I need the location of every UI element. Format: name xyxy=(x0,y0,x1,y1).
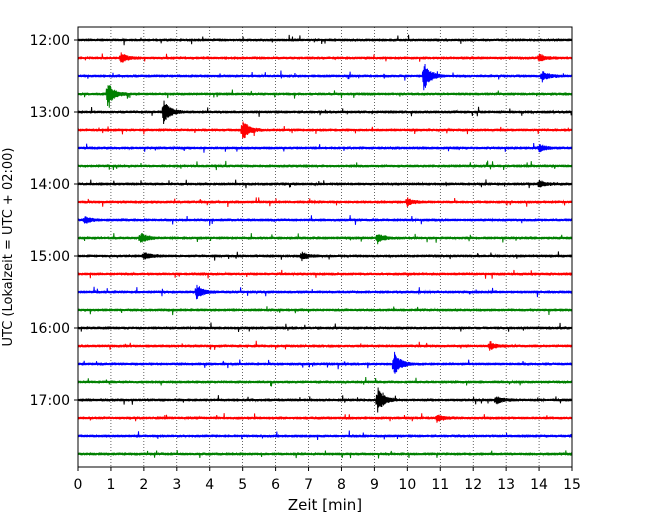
minute-gridlines xyxy=(110,27,540,467)
trace-line xyxy=(77,63,573,91)
seismic-traces xyxy=(77,34,573,459)
x-tick-label: 11 xyxy=(431,477,449,493)
x-tick-label: 1 xyxy=(106,477,115,493)
y-axis-ticks: 12:00 13:00 14:00 15:00 16:00 17:00 xyxy=(30,33,78,409)
trace-line xyxy=(77,160,573,171)
x-tick-label: 0 xyxy=(74,477,83,493)
x-tick-label: 8 xyxy=(337,477,346,493)
y-tick-label: 17:00 xyxy=(30,393,70,409)
x-tick-label: 7 xyxy=(304,477,313,493)
x-tick-label: 2 xyxy=(139,477,148,493)
trace-line xyxy=(77,450,573,459)
trace-line xyxy=(77,100,573,125)
x-tick-label: 15 xyxy=(563,477,581,493)
trace-line xyxy=(77,430,573,441)
trace-line xyxy=(77,269,573,279)
trace-line xyxy=(77,143,573,153)
trace-line xyxy=(77,215,573,226)
x-tick-label: 4 xyxy=(205,477,214,493)
trace-line xyxy=(77,306,573,316)
x-tick-label: 5 xyxy=(238,477,247,493)
y-axis-label: UTC (Lokalzeit = UTC + 02:00) xyxy=(1,148,16,347)
x-tick-label: 9 xyxy=(370,477,379,493)
trace-line xyxy=(77,52,573,63)
y-tick-label: 14:00 xyxy=(30,177,70,193)
y-tick-label: 15:00 xyxy=(30,249,70,265)
x-tick-label: 10 xyxy=(398,477,416,493)
trace-line xyxy=(77,179,573,189)
trace-line xyxy=(77,284,573,300)
trace-line xyxy=(77,121,573,139)
y-tick-label: 12:00 xyxy=(30,33,70,49)
trace-line xyxy=(77,387,573,413)
y-tick-label: 13:00 xyxy=(30,105,70,121)
trace-line xyxy=(77,340,573,351)
trace-line xyxy=(77,351,573,374)
trace-line xyxy=(77,85,573,108)
trace-line xyxy=(77,34,573,46)
trace-line xyxy=(77,376,573,387)
trace-line xyxy=(77,322,573,332)
y-tick-label: 16:00 xyxy=(30,321,70,337)
x-tick-label: 3 xyxy=(172,477,181,493)
trace-line xyxy=(77,233,573,245)
trace-line xyxy=(77,413,573,423)
trace-line xyxy=(77,197,573,208)
x-tick-label: 6 xyxy=(271,477,280,493)
plot-frame xyxy=(77,26,573,468)
x-tick-label: 13 xyxy=(497,477,515,493)
x-tick-label: 14 xyxy=(530,477,548,493)
x-axis-ticks: 0 1 2 3 4 5 6 7 8 9 10 11 12 13 14 15 xyxy=(74,467,581,493)
x-tick-label: 12 xyxy=(464,477,482,493)
trace-line xyxy=(77,251,573,262)
x-axis-label: Zeit [min] xyxy=(288,496,362,514)
